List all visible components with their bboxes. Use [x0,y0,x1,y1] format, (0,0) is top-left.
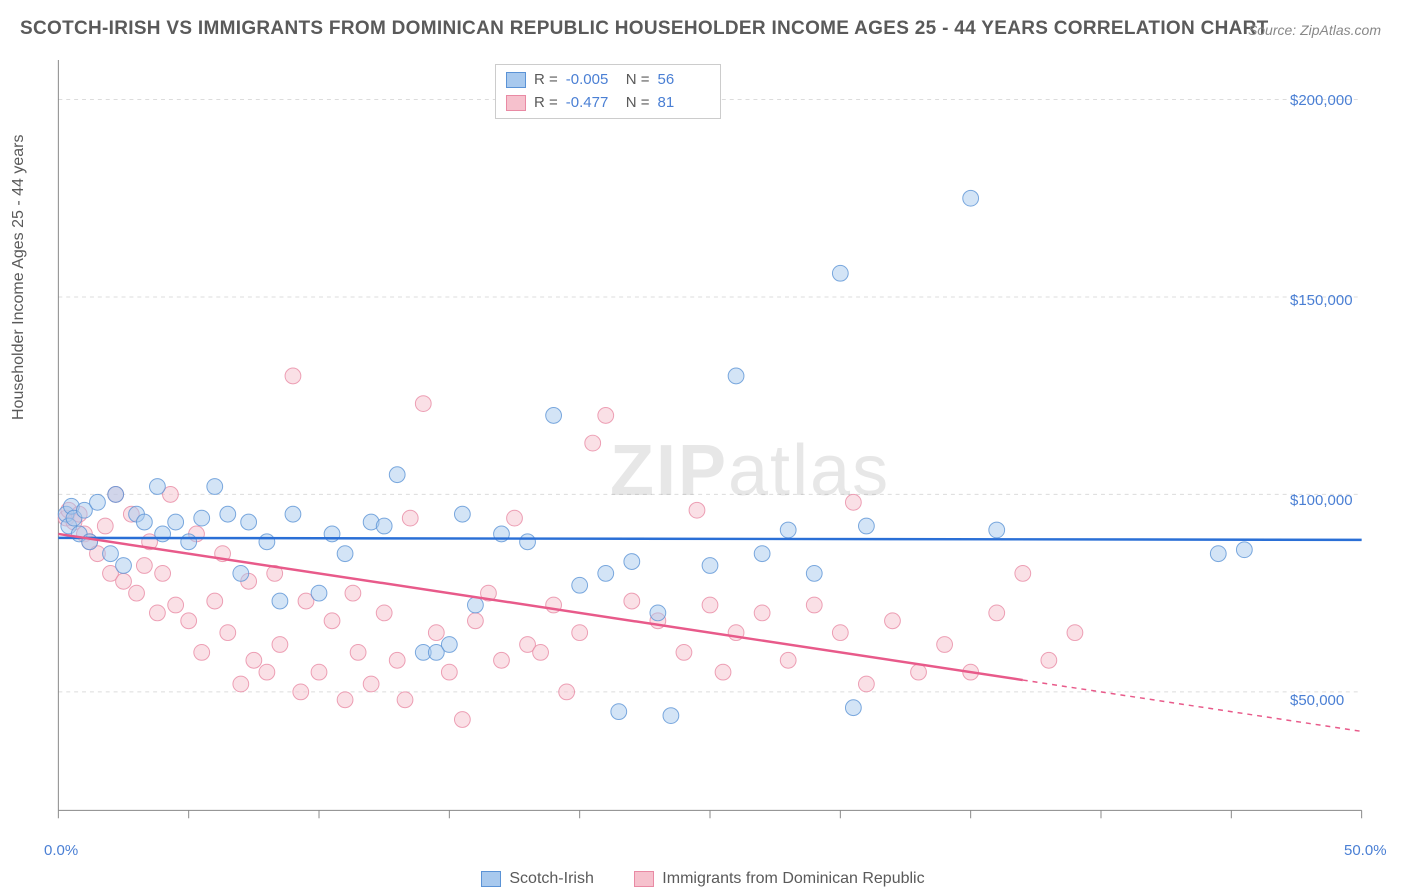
swatch-series1 [506,72,526,88]
legend-swatch-series2 [634,871,654,887]
stats-row-series1: R = -0.005 N = 56 [506,69,710,92]
legend-item-series1: Scotch-Irish [481,870,593,888]
swatch-series2 [506,95,526,111]
r-value-series1: -0.005 [566,69,618,92]
scatter-plot [50,60,1370,840]
r-label: R = [534,92,558,115]
y-tick-label: $50,000 [1290,692,1344,709]
y-axis-label: Householder Income Ages 25 - 44 years [10,135,28,421]
n-value-series2: 81 [658,92,710,115]
y-tick-label: $150,000 [1290,292,1353,309]
legend-label-series1: Scotch-Irish [509,870,593,888]
x-tick-label: 0.0% [44,842,78,859]
r-value-series2: -0.477 [566,92,618,115]
y-tick-label: $100,000 [1290,492,1353,509]
stats-box: R = -0.005 N = 56 R = -0.477 N = 81 [495,64,721,119]
y-tick-label: $200,000 [1290,92,1353,109]
n-value-series1: 56 [658,69,710,92]
chart-title: SCOTCH-IRISH VS IMMIGRANTS FROM DOMINICA… [20,18,1269,40]
legend-item-series2: Immigrants from Dominican Republic [634,870,924,888]
source-attribution: Source: ZipAtlas.com [1248,22,1381,38]
x-tick-label: 50.0% [1344,842,1387,859]
n-label: N = [626,69,650,92]
stats-row-series2: R = -0.477 N = 81 [506,92,710,115]
legend-label-series2: Immigrants from Dominican Republic [662,870,924,888]
r-label: R = [534,69,558,92]
n-label: N = [626,92,650,115]
legend-swatch-series1 [481,871,501,887]
chart-area: ZIPatlas R = -0.005 N = 56 R = -0.477 N … [50,60,1370,840]
legend: Scotch-Irish Immigrants from Dominican R… [0,870,1406,892]
